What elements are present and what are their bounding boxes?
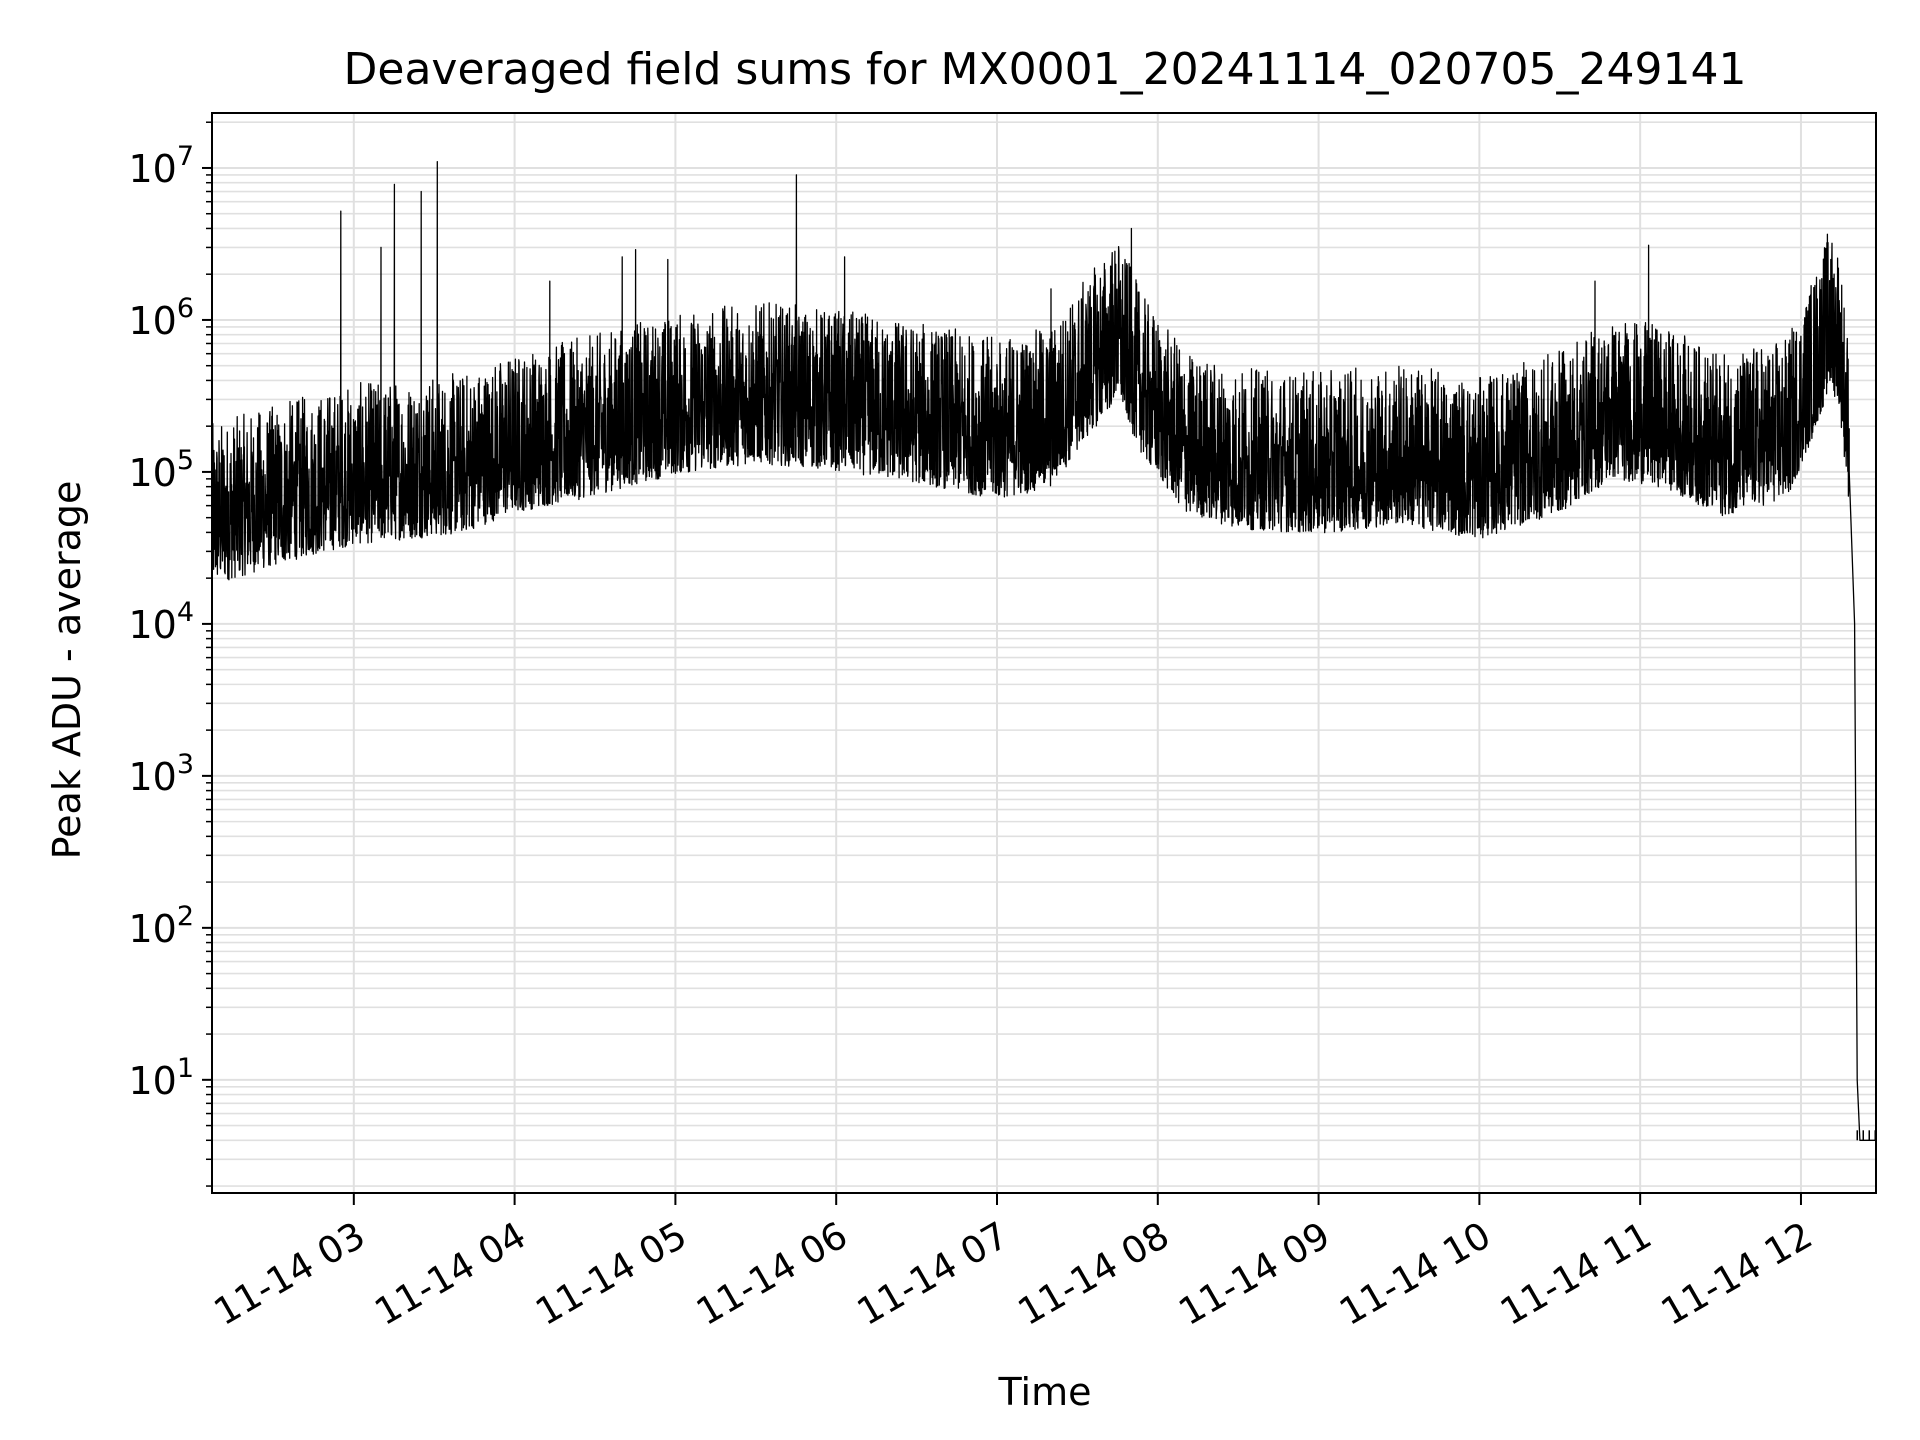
y-tick-label: 102 [128, 901, 194, 951]
series-line [211, 161, 1876, 1141]
y-tick-label: 106 [128, 293, 194, 343]
plot-frame [211, 112, 1877, 1194]
y-tick-label: 107 [128, 141, 194, 191]
chart-title: Deaveraged field sums for MX0001_2024111… [344, 44, 1747, 95]
x-axis-label: Time [998, 1370, 1092, 1414]
y-tick-label: 104 [128, 597, 194, 647]
y-tick-label: 101 [128, 1053, 194, 1103]
y-tick-label: 105 [128, 445, 194, 495]
grid [212, 113, 1876, 1193]
y-tick-label: 103 [128, 749, 194, 799]
y-axis-label: Peak ADU - average [45, 481, 89, 860]
